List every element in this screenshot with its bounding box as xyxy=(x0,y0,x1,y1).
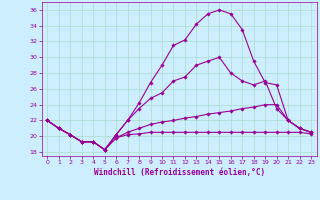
X-axis label: Windchill (Refroidissement éolien,°C): Windchill (Refroidissement éolien,°C) xyxy=(94,168,265,177)
